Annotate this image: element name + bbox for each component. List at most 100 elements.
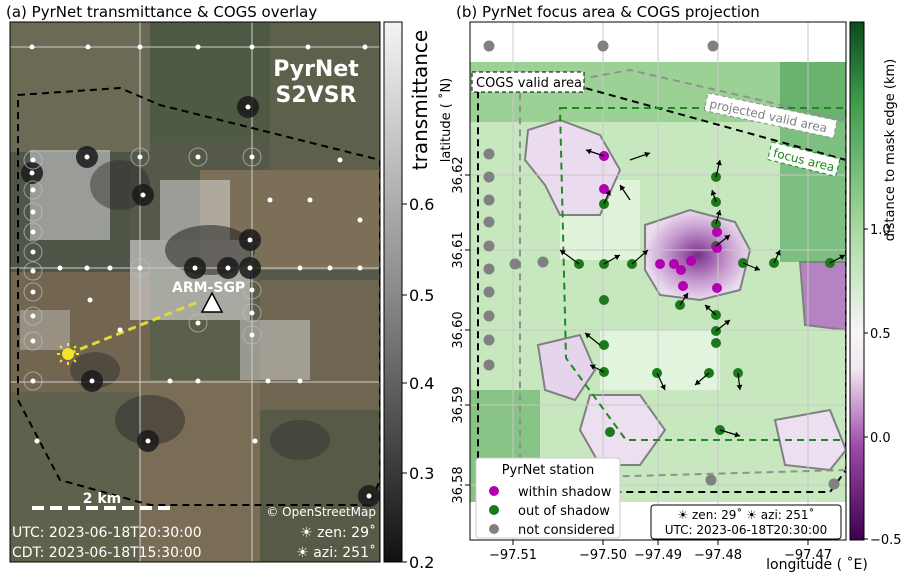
shadow-arrows <box>559 148 846 438</box>
info-line1: ☀ zen: 29˚ ☀ azi: 251˚ <box>677 507 814 522</box>
x-axis-label: longitude ( ˚E) <box>766 556 868 573</box>
sun-icon <box>57 343 79 365</box>
station-marker <box>84 265 90 271</box>
colorbar-a-ticks: 0.6 0.5 0.4 0.3 0.2 <box>402 195 434 572</box>
arrow-head <box>710 190 717 196</box>
x-tick-label: −97.48 <box>694 548 742 563</box>
station-within-shadow <box>599 184 609 194</box>
station-within-shadow <box>712 283 722 293</box>
y-tick-label: 36.62 <box>451 156 466 193</box>
colorbar-a-label: transmittance <box>408 30 432 170</box>
station-within-shadow <box>678 281 688 291</box>
station-marker <box>242 280 262 300</box>
focus-map <box>470 22 846 540</box>
station-not-considered <box>483 334 495 346</box>
station-not-considered <box>483 263 495 275</box>
station-within-shadow <box>712 227 722 237</box>
arrow-head <box>620 185 626 191</box>
legend-not: not considered <box>518 523 615 538</box>
station-marker <box>188 147 208 167</box>
station-marker <box>137 44 143 50</box>
arrow-head <box>642 250 648 256</box>
station-within-shadow <box>655 259 665 269</box>
station-marker <box>23 306 43 326</box>
legend-out: out of shadow <box>518 504 610 519</box>
colorbar-b-tick: −0.5 <box>870 533 902 548</box>
x-ticks: −97.51 −97.50 −97.49 −97.48 −97.47 <box>489 540 832 563</box>
station-marker <box>167 378 173 384</box>
zen-line: ☀ zen: 29˚ <box>300 524 376 541</box>
arrow-head <box>715 210 722 216</box>
y-axis-label: latitude ( ˚N) <box>438 78 454 163</box>
station-marker <box>23 150 43 170</box>
station-not-considered <box>483 194 495 206</box>
station-marker <box>362 44 368 50</box>
station-marker <box>23 261 43 281</box>
station-marker <box>130 147 150 167</box>
station-marker <box>252 438 258 444</box>
colorbar-transmittance <box>383 21 403 563</box>
info-line2: UTC: 2023-06-18T20:30:00 <box>665 523 828 537</box>
station-marker <box>34 438 40 444</box>
scale-bar-label: 2 km <box>83 491 122 507</box>
station-not-considered <box>483 310 495 322</box>
station-marker <box>297 378 303 384</box>
colorbar-distance <box>849 21 865 541</box>
satellite-map <box>10 22 380 562</box>
station-marker <box>249 44 255 50</box>
info-box: ☀ zen: 29˚ ☀ azi: 251˚ UTC: 2023-06-18T2… <box>650 504 842 540</box>
arm-sgp-label: ARM-SGP <box>172 280 245 296</box>
station-within-shadow <box>712 243 722 253</box>
station-not-considered <box>483 40 495 52</box>
panel-b-title: (b) PyrNet focus area & COGS projection <box>456 3 760 21</box>
station-not-considered <box>483 216 495 228</box>
station-within-shadow <box>669 259 679 269</box>
arrow-head <box>754 265 760 271</box>
station-marker <box>242 147 262 167</box>
station-marker <box>29 44 35 50</box>
station-not-considered <box>483 240 495 252</box>
panel-a-title: (a) PyrNet transmittance & COGS overlay <box>6 3 317 21</box>
y-tick-label: 36.60 <box>451 311 466 348</box>
station-marker <box>107 265 113 271</box>
arrow-head <box>585 333 591 339</box>
station-out-of-shadow <box>599 340 609 350</box>
scale-bar: 2 km <box>32 491 172 510</box>
station-marker <box>357 217 363 223</box>
station-not-considered <box>483 359 495 371</box>
colorbar-b-tick: 1.0 <box>870 223 891 238</box>
colorbar-b-tick: 0.0 <box>870 431 891 446</box>
station-marker <box>117 327 123 333</box>
x-tick-label: −97.47 <box>784 548 832 563</box>
colorbar-a-tick: 0.6 <box>409 195 434 214</box>
station-marker <box>327 265 333 271</box>
station-not-considered <box>597 40 609 52</box>
station-marker <box>23 180 43 200</box>
station-marker <box>23 331 43 351</box>
station-not-considered <box>483 286 495 298</box>
x-tick-label: −97.49 <box>634 548 682 563</box>
colorbar-a-tick: 0.2 <box>409 553 434 572</box>
station-within-shadow <box>676 265 686 275</box>
colorbar-a-tick: 0.3 <box>409 464 434 483</box>
station-marker <box>188 313 208 333</box>
colorbar-b-ticks: 1.0 0.5 0.0 −0.5 <box>864 223 902 548</box>
arrow-head <box>682 293 688 299</box>
station-marker <box>87 297 93 303</box>
station-marker <box>195 44 201 50</box>
station-not-considered <box>705 474 717 486</box>
colorbar-b-tick: 0.5 <box>870 327 891 342</box>
azi-line: ☀ azi: 251˚ <box>296 544 376 561</box>
utc-line: UTC: 2023-06-18T20:30:00 <box>12 525 202 541</box>
station-marker <box>85 44 91 50</box>
station-marker <box>305 44 311 50</box>
arrow-head <box>590 364 596 370</box>
x-tick-label: −97.51 <box>489 548 537 563</box>
station-marker <box>130 258 150 278</box>
colorbar-a-tick: 0.4 <box>409 374 434 393</box>
station-marker <box>357 265 363 271</box>
station-out-of-shadow <box>599 295 609 305</box>
arrow-head <box>734 431 740 438</box>
station-not-considered <box>509 258 521 270</box>
station-marker <box>195 378 201 384</box>
